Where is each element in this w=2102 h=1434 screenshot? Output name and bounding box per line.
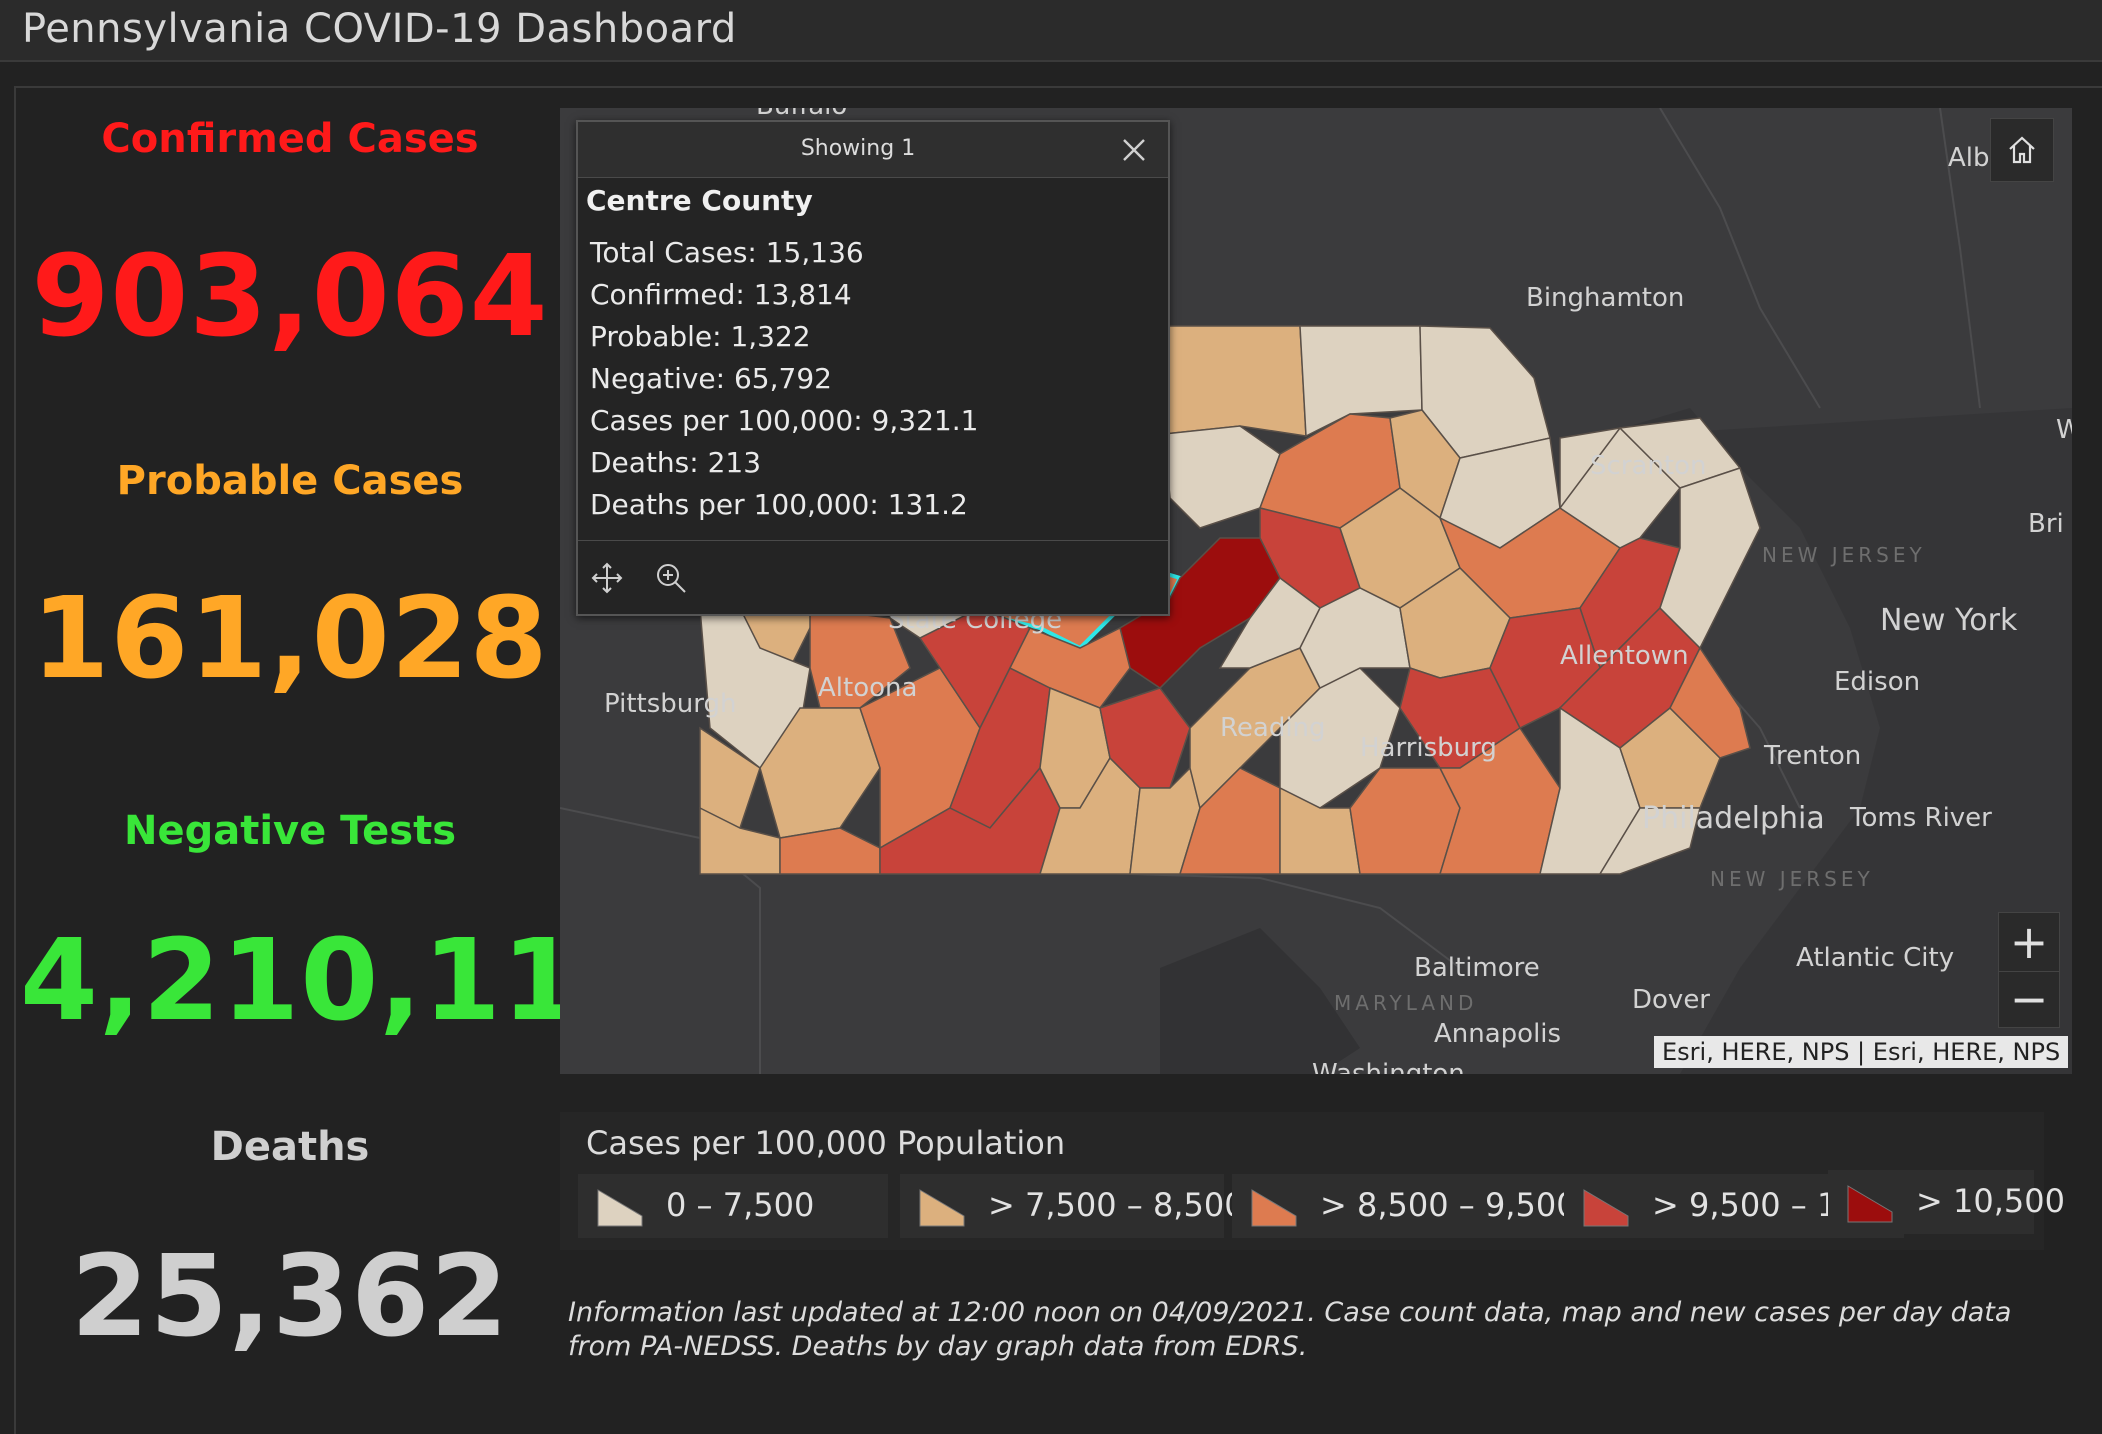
map-label-edison: Edison	[1834, 667, 1920, 697]
popup-close-button[interactable]	[1114, 130, 1154, 170]
pan-to-button[interactable]	[590, 561, 624, 595]
map-label-altoona: Altoona	[818, 673, 917, 703]
popup-cases-per-100k: Cases per 100,000: 9,321.1	[590, 404, 979, 437]
home-icon	[2009, 136, 2035, 164]
county-shape[interactable]	[1598, 807, 1701, 875]
dashboard-frame	[14, 86, 2102, 1434]
map-attribution[interactable]: Esri, HERE, NPS | Esri, HERE, NPS	[1654, 1036, 2069, 1068]
bay-shape	[1160, 928, 1360, 1074]
map-label-w: W	[2056, 415, 2072, 445]
deaths-value: 25,362	[70, 1232, 510, 1362]
map-label-trenton: Trenton	[1763, 741, 1861, 771]
data-update-footnote: Information last updated at 12:00 noon o…	[568, 1297, 2012, 1362]
map-label-atlantic-city: Atlantic City	[1796, 943, 1954, 973]
map-label-bri: Bri	[2028, 509, 2064, 539]
legend-item: > 7,500 – 8,500	[900, 1174, 1245, 1238]
popup-total-cases: Total Cases: 15,136	[590, 236, 864, 269]
popup-deaths: Deaths: 213	[590, 446, 762, 479]
county-shape[interactable]	[1659, 467, 1761, 650]
legend-label: > 7,500 – 8,500	[988, 1186, 1245, 1224]
zoom-out-button[interactable]: −	[1999, 971, 2059, 1027]
map-label-allentown: Allentown	[1560, 641, 1689, 671]
map-label-toms-river: Toms River	[1849, 803, 1992, 833]
popup-probable: Probable: 1,322	[590, 320, 811, 353]
map-label-binghamton: Binghamton	[1526, 283, 1684, 313]
zoom-to-icon	[657, 564, 686, 593]
map-label-scranton: Scranton	[1590, 451, 1706, 481]
legend-item: > 9,500 – 10,500	[1564, 1174, 1929, 1238]
legend-label: > 10,500	[1916, 1182, 2065, 1220]
popup-county-name: Centre County	[586, 184, 813, 217]
legend-item: 0 – 7,500	[578, 1174, 888, 1238]
map-label-washington: Washington	[1312, 1059, 1465, 1074]
county-shape[interactable]	[1299, 325, 1423, 438]
map-label-new-york: New York	[1880, 603, 2018, 638]
map-label-annapolis: Annapolis	[1434, 1019, 1561, 1049]
legend-item: > 8,500 – 9,500	[1232, 1174, 1577, 1238]
map-label-dover: Dover	[1632, 985, 1710, 1015]
map-label-harrisburg: Harrisburg	[1360, 733, 1497, 763]
map-label-new-jersey-south: NEW JERSEY	[1710, 867, 1874, 891]
probable-cases-value: 161,028	[31, 574, 549, 704]
legend-swatch	[1583, 1189, 1629, 1227]
confirmed-cases-label: Confirmed Cases	[101, 116, 479, 162]
deaths-label: Deaths	[210, 1124, 370, 1170]
legend-label: 0 – 7,500	[666, 1186, 815, 1224]
map-label-maryland: MARYLAND	[1334, 991, 1477, 1015]
zoom-in-button[interactable]: +	[2009, 915, 2049, 969]
close-icon	[1123, 139, 1145, 161]
legend-swatch	[1251, 1189, 1297, 1227]
map-label-baltimore: Baltimore	[1414, 953, 1540, 983]
legend-item: > 10,500	[1828, 1170, 2065, 1234]
county-shape[interactable]	[1008, 626, 1131, 709]
popup-deaths-per-100k: Deaths per 100,000: 131.2	[590, 488, 968, 521]
zoom-controls: + −	[1998, 912, 2060, 1028]
popup-feature-count: Showing 1	[800, 136, 916, 161]
popup-confirmed: Confirmed: 13,814	[590, 278, 852, 311]
county-shape[interactable]	[1159, 325, 1307, 437]
legend-swatch	[919, 1189, 965, 1227]
confirmed-cases-value: 903,064	[31, 232, 549, 362]
legend-title: Cases per 100,000 Population	[586, 1124, 1066, 1162]
ocean-shape	[1590, 408, 2072, 1074]
map-legend: Cases per 100,000 Population 0 – 7,500 >…	[560, 1112, 2065, 1250]
negative-tests-label: Negative Tests	[123, 808, 457, 854]
legend-swatch	[597, 1189, 643, 1227]
negative-tests-value: 4,210,112	[20, 916, 660, 1046]
map-label-pittsburgh: Pittsburgh	[604, 689, 736, 719]
map-label-reading: Reading	[1220, 713, 1326, 743]
pan-icon	[591, 562, 623, 594]
map-label-philadelphia: Philadelphia	[1642, 801, 1825, 836]
legend-label: > 8,500 – 9,500	[1320, 1186, 1577, 1224]
popup-actions	[578, 540, 1168, 614]
dashboard-title: Pennsylvania COVID-19 Dashboard	[22, 6, 737, 52]
popup-header: Showing 1	[578, 122, 1168, 178]
map-labels: Buffalo Alba Binghamton Scranton State C…	[604, 108, 2072, 1074]
county-shape[interactable]	[1299, 587, 1411, 690]
feature-popup: Showing 1 Centre County Total Cases: 15,…	[576, 120, 1170, 616]
county-shape[interactable]	[1669, 646, 1751, 759]
popup-negative: Negative: 65,792	[590, 362, 832, 395]
dashboard-header: Pennsylvania COVID-19 Dashboard	[0, 0, 2102, 62]
county-shape[interactable]	[1119, 537, 1281, 689]
zoom-to-button[interactable]	[654, 561, 688, 595]
map-label-new-jersey: NEW JERSEY	[1762, 543, 1926, 567]
legend-swatch	[1847, 1185, 1893, 1223]
probable-cases-label: Probable Cases	[116, 458, 464, 504]
home-button[interactable]	[1990, 118, 2054, 182]
map-label-buffalo: Buffalo	[756, 108, 847, 121]
